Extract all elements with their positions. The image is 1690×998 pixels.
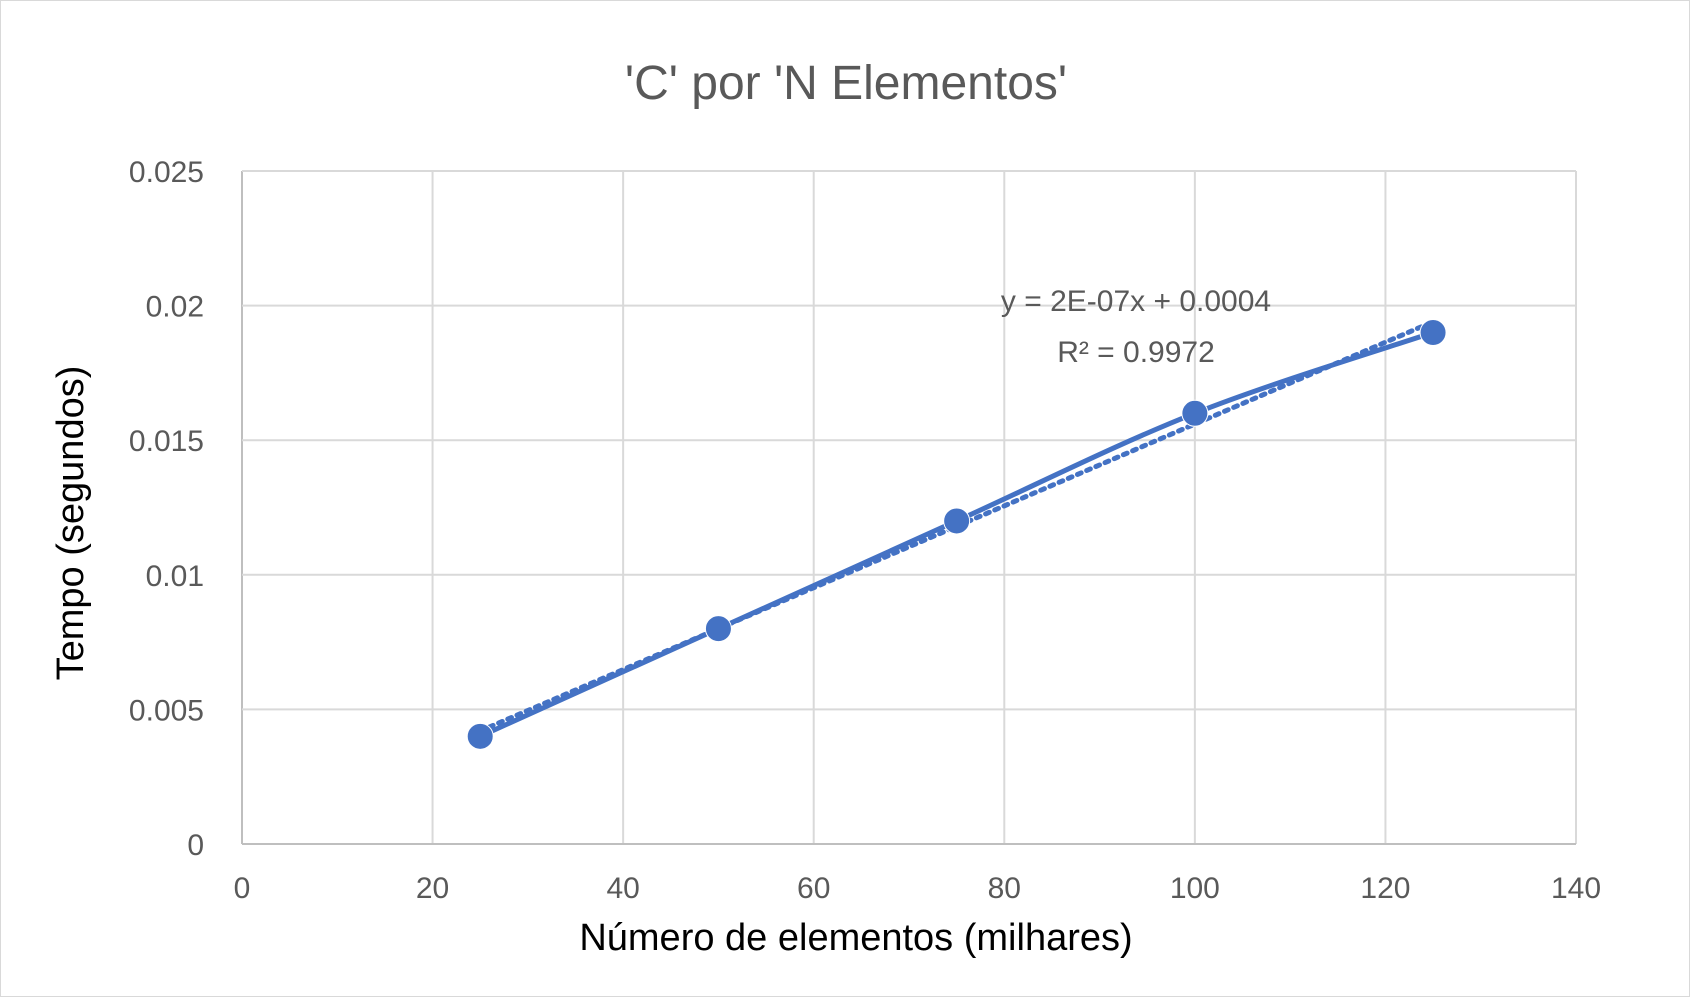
y-tick-label: 0 — [187, 829, 204, 862]
y-axis-title: Tempo (segundos) — [50, 366, 92, 681]
y-tick-label: 0.02 — [146, 291, 204, 324]
trendline-r-squared: R² = 0.9972 — [1057, 336, 1215, 369]
data-point — [1181, 399, 1209, 427]
x-tick-label: 140 — [1551, 872, 1601, 905]
x-tick-label: 120 — [1360, 872, 1410, 905]
data-point — [943, 507, 971, 535]
x-tick-label: 0 — [234, 872, 251, 905]
chart-title: 'C' por 'N Elementos' — [625, 57, 1067, 110]
y-tick-label: 0.01 — [146, 560, 204, 593]
data-point — [466, 722, 494, 750]
x-tick-label: 20 — [416, 872, 449, 905]
y-tick-label: 0.025 — [129, 156, 204, 189]
x-tick-label: 60 — [797, 872, 830, 905]
trendline-equation: y = 2E-07x + 0.0004 — [1001, 285, 1271, 318]
x-axis-title: Número de elementos (milhares) — [579, 917, 1132, 959]
data-point — [1419, 319, 1447, 347]
y-tick-label: 0.015 — [129, 425, 204, 458]
x-tick-label: 80 — [988, 872, 1021, 905]
gridlines — [241, 170, 1577, 845]
series — [466, 319, 1447, 750]
data-point — [704, 615, 732, 643]
tick-labels: 0 20 40 60 80 100 120 140 0 0.005 0.01 0.015 0.02 0.0… — [129, 156, 1601, 905]
x-tick-label: 100 — [1170, 872, 1220, 905]
x-tick-label: 40 — [606, 872, 639, 905]
y-tick-label: 0.005 — [129, 694, 204, 727]
